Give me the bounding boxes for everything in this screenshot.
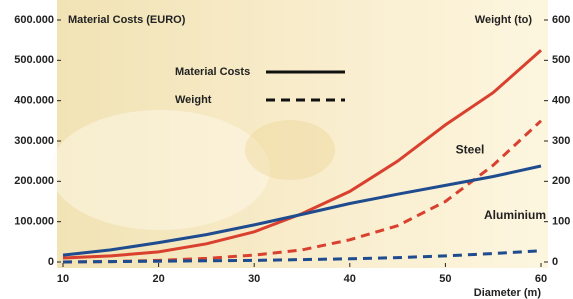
y2-tick-label: 100 [552,216,570,228]
x-tick-label: 30 [248,273,260,285]
x-tick-label: 40 [344,273,356,285]
x-tick-label: 20 [152,273,164,285]
y-tick-label: 0 [48,256,54,268]
y-tick-label: 200.000 [14,175,54,187]
y-tick-label: 400.000 [14,95,54,107]
background-decoration [245,120,335,180]
x-tick-label: 10 [57,273,69,285]
series-label: Steel [456,142,485,156]
legend-label: Material Costs [175,66,250,78]
y2-tick-label: 600 [552,14,570,26]
y2-tick-label: 200 [552,175,570,187]
background-decoration [50,110,270,230]
x-tick-label: 60 [535,273,547,285]
y-tick-label: 300.000 [14,135,54,147]
x-tick-label: 50 [439,273,451,285]
x-axis-title: Diameter (m) [474,287,542,299]
y-axis-title: Material Costs (EURO) [68,14,186,26]
y2-tick-label: 300 [552,135,570,147]
y2-tick-label: 0 [552,256,558,268]
y2-axis-title: Weight (to) [475,14,533,26]
y2-tick-label: 400 [552,95,570,107]
legend-label: Weight [175,94,212,106]
series-label: Aluminium [484,208,546,222]
y-tick-label: 500.000 [14,54,54,66]
chart: Material Costs (EURO) Weight (to) Diamet… [0,0,573,299]
y-tick-label: 100.000 [14,216,54,228]
y2-tick-label: 500 [552,54,570,66]
y-tick-label: 600.000 [14,14,54,26]
